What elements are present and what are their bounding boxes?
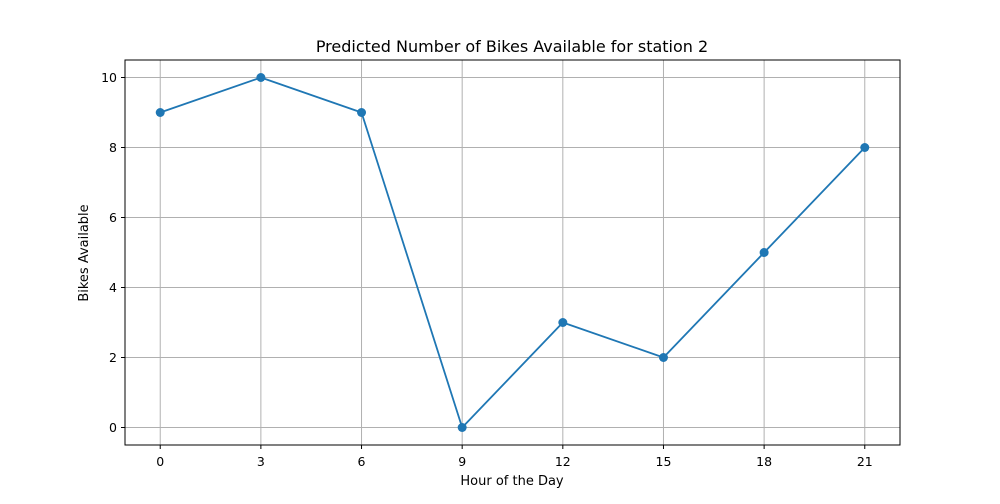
x-axis-label: Hour of the Day xyxy=(460,474,564,489)
x-tick-label: 9 xyxy=(458,454,466,469)
x-tick-label: 15 xyxy=(656,454,672,469)
data-point xyxy=(759,248,769,257)
y-tick-label: 6 xyxy=(109,210,117,225)
y-axis-ticks: 0 2 4 6 8 10 xyxy=(101,70,125,435)
y-tick-label: 0 xyxy=(109,420,117,435)
x-axis-ticks: 0 3 6 9 12 15 18 21 xyxy=(156,445,873,469)
x-tick-label: 6 xyxy=(358,454,366,469)
data-point xyxy=(558,318,568,327)
x-tick-label: 12 xyxy=(555,454,571,469)
data-point xyxy=(457,423,467,432)
data-point xyxy=(658,353,668,362)
data-point xyxy=(860,143,870,152)
y-axis-label: Bikes Available xyxy=(77,204,92,301)
plot-area-frame xyxy=(124,59,901,446)
grid-lines xyxy=(125,60,900,445)
chart-title: Predicted Number of Bikes Available for … xyxy=(316,37,708,56)
y-tick-label: 8 xyxy=(109,140,117,155)
x-tick-label: 3 xyxy=(257,454,265,469)
y-tick-label: 2 xyxy=(109,350,117,365)
y-tick-label: 4 xyxy=(109,280,117,295)
data-point xyxy=(155,108,165,117)
x-tick-label: 18 xyxy=(756,454,772,469)
x-tick-label: 0 xyxy=(156,454,164,469)
series-line xyxy=(159,76,866,429)
data-point xyxy=(256,73,266,82)
series-layer xyxy=(155,73,870,432)
x-tick-label: 21 xyxy=(857,454,873,469)
data-point xyxy=(357,108,367,117)
y-tick-label: 10 xyxy=(101,70,117,85)
